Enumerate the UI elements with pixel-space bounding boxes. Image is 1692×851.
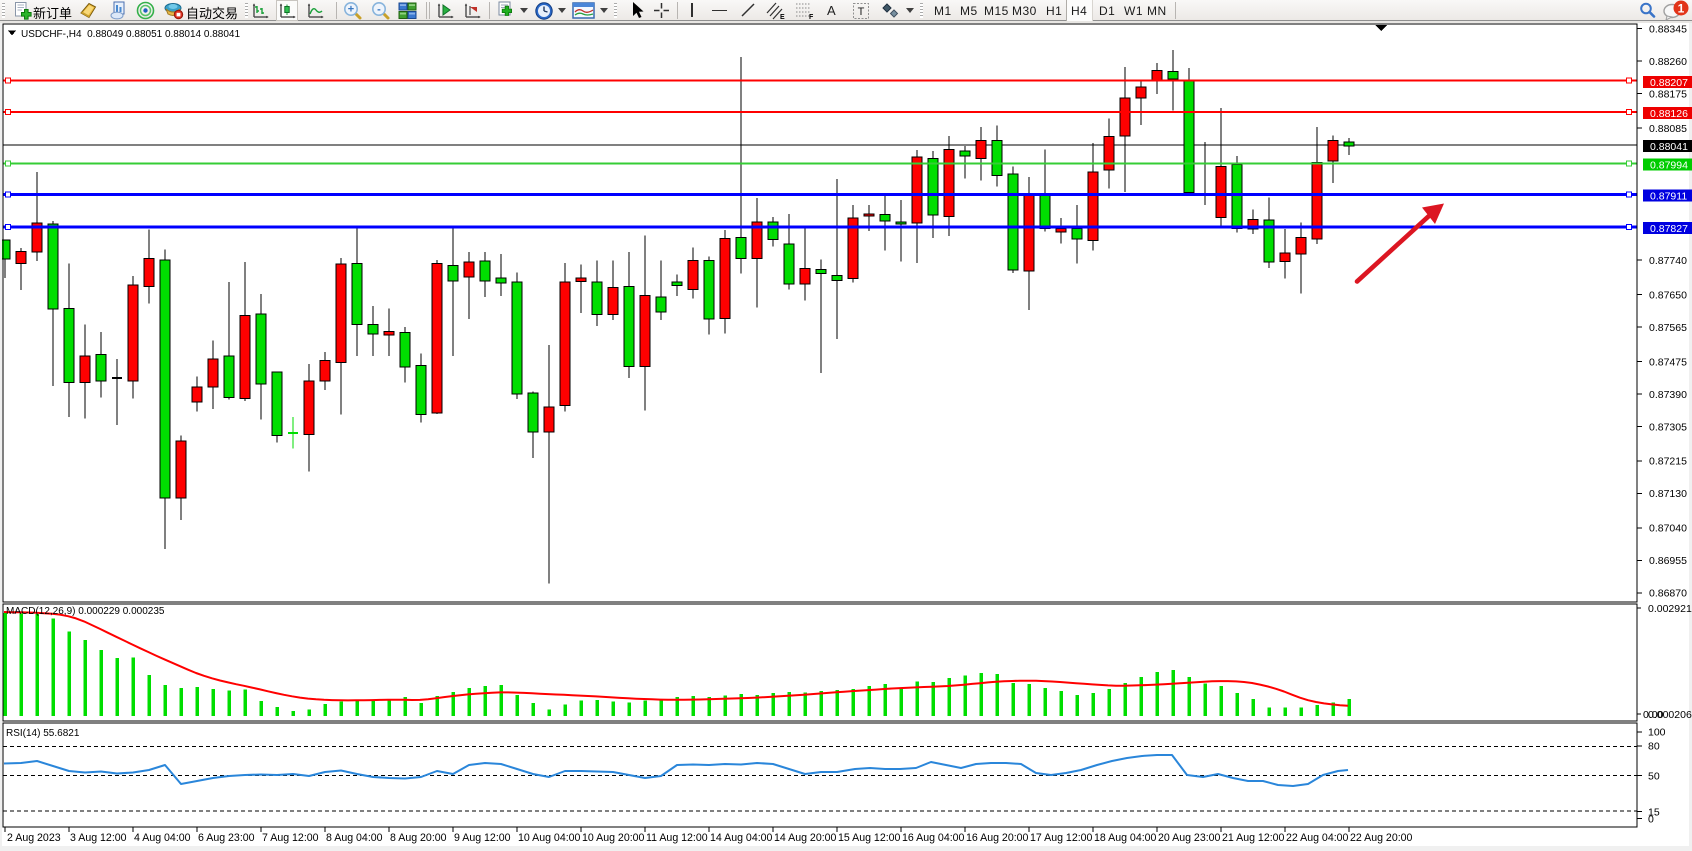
svg-text:6 Aug 23:00: 6 Aug 23:00 — [198, 832, 255, 844]
svg-text:0.88085: 0.88085 — [1649, 123, 1687, 135]
svg-text:0.87740: 0.87740 — [1649, 255, 1687, 267]
svg-text:0.86870: 0.86870 — [1649, 588, 1687, 600]
svg-text:0.86955: 0.86955 — [1649, 555, 1687, 567]
svg-text:+: + — [348, 4, 354, 16]
svg-text:80: 80 — [1648, 741, 1660, 753]
svg-text:20 Aug 23:00: 20 Aug 23:00 — [1158, 832, 1221, 844]
svg-text:0.002921: 0.002921 — [1648, 603, 1692, 615]
svg-text:21 Aug 12:00: 21 Aug 12:00 — [1222, 832, 1285, 844]
svg-text:15 Aug 12:00: 15 Aug 12:00 — [838, 832, 901, 844]
svg-text:0.88260: 0.88260 — [1649, 56, 1687, 68]
svg-text:T: T — [858, 6, 865, 18]
svg-text:0.87650: 0.87650 — [1649, 289, 1687, 301]
svg-text:0: 0 — [1648, 814, 1654, 826]
svg-text:MACD(12,26,9) 0.000229 0.00023: MACD(12,26,9) 0.000229 0.000235 — [6, 606, 165, 617]
svg-text:15: 15 — [1648, 806, 1660, 818]
svg-text:0.88041: 0.88041 — [1650, 141, 1688, 153]
svg-text:18 Aug 04:00: 18 Aug 04:00 — [1094, 832, 1157, 844]
svg-text:17 Aug 12:00: 17 Aug 12:00 — [1030, 832, 1093, 844]
svg-text:0.87215: 0.87215 — [1649, 456, 1687, 468]
svg-text:0.000206: 0.000206 — [1648, 709, 1692, 721]
svg-text:14 Aug 04:00: 14 Aug 04:00 — [710, 832, 773, 844]
svg-text:16 Aug 20:00: 16 Aug 20:00 — [966, 832, 1029, 844]
svg-text:0.00: 0.00 — [1643, 709, 1664, 721]
svg-text:0.87827: 0.87827 — [1650, 223, 1688, 235]
svg-text:4 Aug 04:00: 4 Aug 04:00 — [134, 832, 191, 844]
svg-text:0.87994: 0.87994 — [1650, 159, 1688, 171]
svg-text:8 Aug 04:00: 8 Aug 04:00 — [326, 832, 383, 844]
svg-text:0.87040: 0.87040 — [1649, 523, 1687, 535]
svg-text:0.87911: 0.87911 — [1650, 190, 1687, 202]
svg-text:10 Aug 20:00: 10 Aug 20:00 — [582, 832, 645, 844]
svg-text:2 Aug 2023: 2 Aug 2023 — [7, 832, 61, 844]
svg-text:0.88175: 0.88175 — [1649, 89, 1687, 101]
svg-text:-: - — [377, 4, 381, 16]
svg-text:RSI(14) 55.6821: RSI(14) 55.6821 — [6, 728, 80, 739]
svg-text:0.87390: 0.87390 — [1649, 389, 1687, 401]
svg-text:F: F — [809, 14, 814, 20]
svg-text:50: 50 — [1648, 771, 1660, 783]
svg-text:0.88126: 0.88126 — [1650, 108, 1688, 120]
svg-text:8 Aug 20:00: 8 Aug 20:00 — [390, 832, 447, 844]
svg-text:0.88207: 0.88207 — [1650, 77, 1688, 89]
svg-text:E: E — [780, 14, 785, 20]
svg-text:7 Aug 12:00: 7 Aug 12:00 — [262, 832, 319, 844]
svg-text:10 Aug 04:00: 10 Aug 04:00 — [518, 832, 581, 844]
svg-text:14 Aug 20:00: 14 Aug 20:00 — [774, 832, 837, 844]
svg-text:1: 1 — [1678, 2, 1685, 16]
svg-text:USDCHF-,H4 0.88049 0.88051 0.: USDCHF-,H4 0.88049 0.88051 0.88014 0.880… — [21, 29, 240, 40]
svg-text:22 Aug 20:00: 22 Aug 20:00 — [1350, 832, 1413, 844]
svg-text:11 Aug 12:00: 11 Aug 12:00 — [646, 832, 708, 844]
svg-text:3 Aug 12:00: 3 Aug 12:00 — [70, 832, 127, 844]
svg-text:100: 100 — [1648, 727, 1666, 739]
svg-text:16 Aug 04:00: 16 Aug 04:00 — [902, 832, 965, 844]
svg-text:0.87475: 0.87475 — [1649, 356, 1687, 368]
svg-text:9 Aug 12:00: 9 Aug 12:00 — [454, 832, 511, 844]
svg-text:22 Aug 04:00: 22 Aug 04:00 — [1286, 832, 1349, 844]
svg-text:0.87130: 0.87130 — [1649, 488, 1687, 500]
svg-text:0.87305: 0.87305 — [1649, 421, 1687, 433]
svg-text:0.88345: 0.88345 — [1649, 24, 1687, 36]
svg-text:0.87565: 0.87565 — [1649, 322, 1687, 334]
